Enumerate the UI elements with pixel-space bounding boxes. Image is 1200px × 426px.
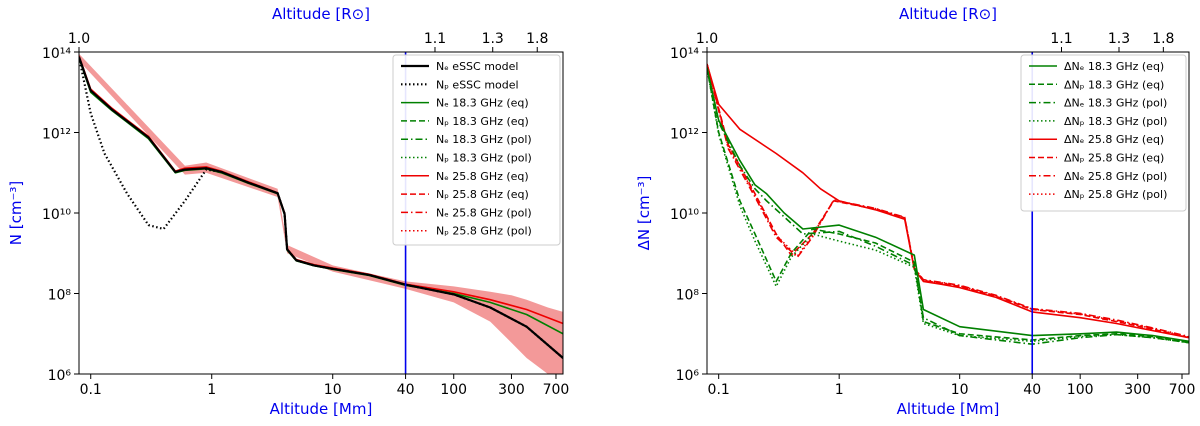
x-tick-label: 40: [1023, 382, 1041, 398]
x-tick-label: 0.1: [708, 382, 730, 398]
x-tick-label: 300: [1124, 382, 1151, 398]
y-tick-label: 10⁸: [48, 288, 72, 304]
x-tick-label: 100: [1067, 382, 1094, 398]
panel-right: 0.1 1 10 40 100 300 700 1.0 1.1 1.3 1.8 10⁶ 10⁸ 10¹⁰ 1…: [635, 5, 1195, 418]
x-axis-label: Altitude [Mm]: [897, 400, 1000, 418]
y-tick-label: 10¹⁰: [42, 207, 71, 223]
legend-box: [1020, 54, 1187, 212]
legend-label: ΔNₑ 25.8 GHz (pol): [1064, 170, 1167, 183]
top-tick-label: 1.1: [424, 31, 446, 47]
legend-label: Nₑ eSSC model: [436, 60, 518, 73]
legend-label: Nₚ eSSC model: [436, 78, 519, 91]
y-tick-label: 10⁸: [676, 288, 700, 304]
series-line-4: [707, 67, 1189, 343]
series-line-6: [707, 67, 1189, 345]
y-tick-label: 10¹⁴: [670, 46, 699, 62]
top-tick-label: 1.3: [1108, 31, 1130, 47]
top-tick-label: 1.8: [526, 31, 548, 47]
legend-label: Nₚ 25.8 GHz (eq): [436, 188, 529, 201]
legend-label: ΔNₚ 18.3 GHz (eq): [1064, 78, 1164, 91]
legend-label: ΔNₚ 18.3 GHz (pol): [1064, 115, 1167, 128]
legend-label: ΔNₚ 25.8 GHz (eq): [1064, 152, 1164, 165]
y-tick-label: 10¹⁴: [42, 46, 71, 62]
top-tick-label: 1.3: [482, 31, 504, 47]
y-tick-label: 10¹²: [670, 127, 699, 143]
legend-label: ΔNₚ 25.8 GHz (pol): [1064, 188, 1167, 201]
x-axis-label: Altitude [Mm]: [270, 400, 373, 418]
x-tick-label: 1: [835, 382, 844, 398]
y-tick-label: 10⁶: [676, 368, 700, 384]
y-tick-label: 10¹²: [42, 127, 71, 143]
x-tick-label: 40: [397, 382, 415, 398]
y-axis-label: ΔN [cm⁻³]: [635, 176, 653, 251]
series-line-5: [707, 67, 1189, 344]
legend-label: Nₚ 18.3 GHz (eq): [436, 115, 529, 128]
x-tick-label: 10: [324, 382, 342, 398]
top-tick-label: 1.0: [696, 31, 718, 47]
top-axis-label: Altitude [R⊙]: [899, 5, 997, 23]
x-tick-label: 1: [207, 382, 216, 398]
series-line-3: [79, 56, 563, 359]
top-tick-label: 1.8: [1152, 31, 1174, 47]
top-tick-label: 1.1: [1050, 31, 1072, 47]
legend: ΔNₑ 18.3 GHz (eq) ΔNₚ 18.3 GHz (eq) ΔNₑ 18…: [1020, 54, 1187, 212]
y-axis-label: N [cm⁻³]: [7, 181, 25, 245]
legend-label: Nₑ 18.3 GHz (pol): [436, 133, 532, 146]
x-tick-label: 300: [498, 382, 525, 398]
legend-label: ΔNₑ 25.8 GHz (eq): [1064, 133, 1164, 146]
x-tick-label: 700: [1169, 382, 1196, 398]
legend-label: Nₚ 25.8 GHz (pol): [436, 225, 532, 238]
legend-label: Nₚ 18.3 GHz (pol): [436, 152, 532, 165]
top-tick-label: 1.0: [68, 31, 90, 47]
panel-left: 0.1 1 10 40 100 300 700 1.0 1.1 1.3 1.8 10⁶ 10⁸ 10¹⁰ 1…: [7, 5, 569, 418]
x-tick-label: 0.1: [80, 382, 102, 398]
legend-label: Nₑ 25.8 GHz (pol): [436, 206, 532, 219]
y-tick-label: 10⁶: [48, 368, 72, 384]
uncertainty-band-0: [79, 53, 563, 374]
x-tick-label: 700: [543, 382, 570, 398]
y-tick-label: 10¹⁰: [670, 207, 699, 223]
legend: Nₑ eSSC model Nₚ eSSC model Nₑ 18.3 GHz (e…: [392, 54, 561, 246]
plot-area: [79, 53, 563, 374]
legend-label: ΔNₑ 18.3 GHz (eq): [1064, 60, 1164, 73]
top-axis-label: Altitude [R⊙]: [272, 5, 370, 23]
series-line-2: [707, 63, 1189, 338]
legend-label: Nₑ 25.8 GHz (eq): [436, 170, 529, 183]
legend-box: [392, 54, 561, 246]
x-tick-label: 100: [440, 382, 467, 398]
legend-label: ΔNₑ 18.3 GHz (pol): [1064, 97, 1167, 110]
plot-area: [707, 63, 1189, 345]
legend-label: Nₑ 18.3 GHz (eq): [436, 97, 529, 110]
x-tick-label: 10: [951, 382, 969, 398]
